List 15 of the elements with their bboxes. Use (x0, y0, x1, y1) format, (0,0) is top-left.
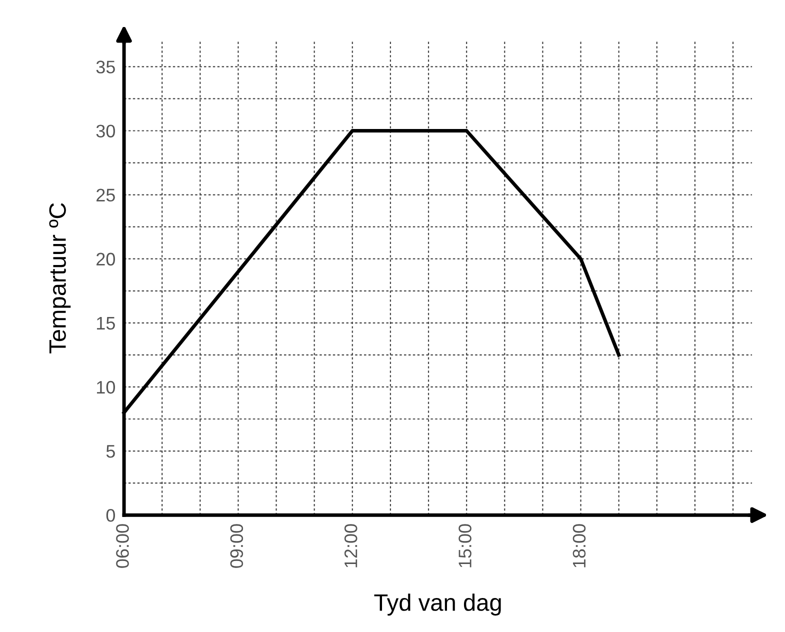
y-tick-label: 30 (96, 124, 115, 138)
y-axis-title: Tempartuur ºC (49, 203, 71, 354)
y-tick-label: 5 (106, 445, 115, 458)
x-tick-label: 12:00 (344, 524, 358, 568)
y-tick-label: 35 (96, 60, 115, 74)
x-tick-label: 18:00 (572, 524, 586, 568)
y-tick-label: 10 (96, 380, 115, 394)
x-tick-label: 09:00 (230, 524, 244, 568)
x-tick-label: 15:00 (458, 524, 472, 568)
y-tick-label: 15 (96, 317, 115, 330)
x-axis-title: Tyd van dag (374, 594, 501, 616)
x-tick-label: 06:00 (116, 524, 129, 568)
y-tick-label: 25 (96, 188, 115, 202)
y-tick-label: 0 (106, 509, 115, 522)
y-tick-label: 20 (96, 252, 115, 266)
